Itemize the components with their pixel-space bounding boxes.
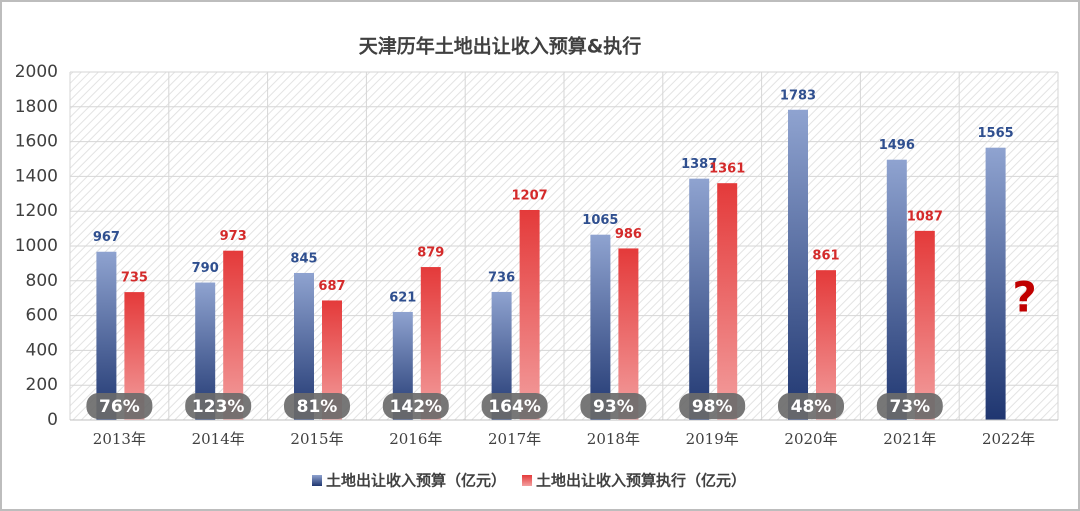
- rate-pill: [778, 393, 844, 419]
- y-tick-label: 2000: [15, 62, 58, 82]
- y-tick-label: 600: [26, 306, 58, 326]
- rate-label: 76%: [99, 397, 140, 417]
- rate-label: 93%: [593, 397, 634, 417]
- bar: [223, 250, 244, 420]
- rate-pill: [284, 393, 350, 419]
- value-label: 687: [318, 279, 345, 294]
- annotation: ?: [1012, 273, 1036, 322]
- rate-pill: [876, 393, 943, 419]
- x-tick-label: 2017年: [488, 430, 541, 448]
- y-tick-label: 200: [26, 375, 58, 395]
- bar: [717, 183, 738, 420]
- bar: [322, 300, 342, 420]
- value-label: 1087: [907, 209, 943, 224]
- x-tick-label: 2022年: [982, 430, 1035, 448]
- x-tick-label: 2019年: [686, 430, 739, 448]
- rate-pill: [382, 393, 449, 419]
- bar: [689, 178, 710, 420]
- rate-label: 73%: [889, 397, 930, 417]
- bar: [519, 209, 540, 420]
- value-label: 1207: [512, 188, 548, 203]
- value-label: 621: [389, 290, 416, 305]
- rate-pill: [185, 393, 252, 419]
- value-label: 1361: [709, 162, 745, 177]
- rate-label: 142%: [390, 397, 443, 417]
- y-tick-label: 1600: [15, 132, 58, 152]
- bar: [914, 230, 935, 420]
- rate-label: 164%: [488, 397, 541, 417]
- rate-label: 81%: [297, 397, 338, 417]
- bar: [788, 109, 808, 421]
- x-tick-label: 2014年: [192, 430, 245, 448]
- x-tick-label: 2021年: [883, 430, 936, 448]
- bar: [618, 248, 639, 420]
- value-label: 1496: [879, 138, 915, 153]
- y-tick-label: 1800: [15, 97, 58, 117]
- value-label: 1565: [978, 126, 1014, 141]
- value-label: 790: [192, 261, 219, 276]
- value-label: 973: [220, 229, 247, 244]
- legend-swatch: [522, 475, 533, 486]
- rate-pill: [86, 393, 153, 419]
- y-tick-label: 400: [26, 340, 58, 360]
- rate-label: 48%: [791, 397, 832, 417]
- chart-title: 天津历年土地出让收入预算&执行: [359, 35, 642, 58]
- bar: [985, 147, 1006, 420]
- value-label: 879: [417, 246, 444, 261]
- rate-label: 98%: [692, 397, 733, 417]
- rate-pill: [481, 393, 548, 419]
- rate-label: 123%: [192, 397, 245, 417]
- rate-pill: [679, 393, 746, 419]
- bar: [124, 292, 145, 420]
- value-label: 967: [93, 230, 120, 245]
- legend-label: 土地出让收入预算（亿元）: [326, 472, 506, 490]
- x-tick-label: 2013年: [93, 430, 146, 448]
- value-label: 1783: [780, 88, 816, 103]
- value-label: 1065: [582, 213, 618, 228]
- value-label: 986: [615, 227, 642, 242]
- y-tick-label: 1200: [15, 201, 58, 221]
- value-label: 736: [488, 270, 515, 285]
- value-label: 845: [290, 251, 317, 266]
- bar: [816, 270, 836, 420]
- bar: [195, 282, 216, 420]
- bar: [886, 159, 907, 421]
- bar: [590, 234, 611, 420]
- legend-swatch: [312, 475, 322, 486]
- y-tick-label: 1400: [15, 166, 58, 186]
- value-label: 861: [812, 249, 839, 264]
- y-tick-label: 1000: [15, 236, 58, 256]
- bar: [294, 272, 314, 420]
- value-label: 1387: [681, 157, 717, 172]
- bar: [96, 251, 117, 420]
- bar: [420, 267, 441, 420]
- x-tick-label: 2016年: [389, 430, 442, 448]
- rate-pill: [580, 393, 647, 419]
- legend-label: 土地出让收入预算执行（亿元）: [536, 472, 746, 490]
- x-tick-label: 2018年: [587, 430, 640, 448]
- bar: [392, 311, 413, 420]
- y-tick-label: 0: [47, 410, 58, 430]
- x-tick-label: 2015年: [290, 430, 343, 448]
- bar: [491, 291, 512, 420]
- value-label: 735: [121, 271, 148, 286]
- y-tick-label: 800: [26, 271, 58, 291]
- x-tick-label: 2020年: [784, 430, 837, 448]
